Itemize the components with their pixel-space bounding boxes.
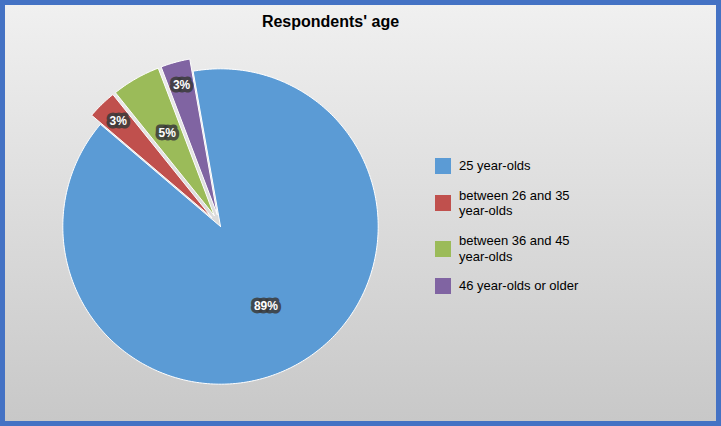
html-text:between 26 and 35 year-olds: between 26 and 35 year-olds — [459, 187, 570, 219]
html-text:25 year-olds: 25 year-olds — [459, 158, 531, 173]
html-text:Respondents' age: Respondents' age — [261, 13, 400, 30]
svg-text:5%: 5% — [159, 126, 177, 140]
svg-text:3%: 3% — [110, 114, 128, 128]
svg-text:3%: 3% — [173, 78, 191, 92]
html-text:between 36 and 45 year-olds: between 36 and 45 year-olds — [459, 233, 570, 264]
html-text:46 year-olds or older: 46 year-olds or older — [459, 278, 579, 294]
svg-text:89%: 89% — [254, 299, 278, 313]
